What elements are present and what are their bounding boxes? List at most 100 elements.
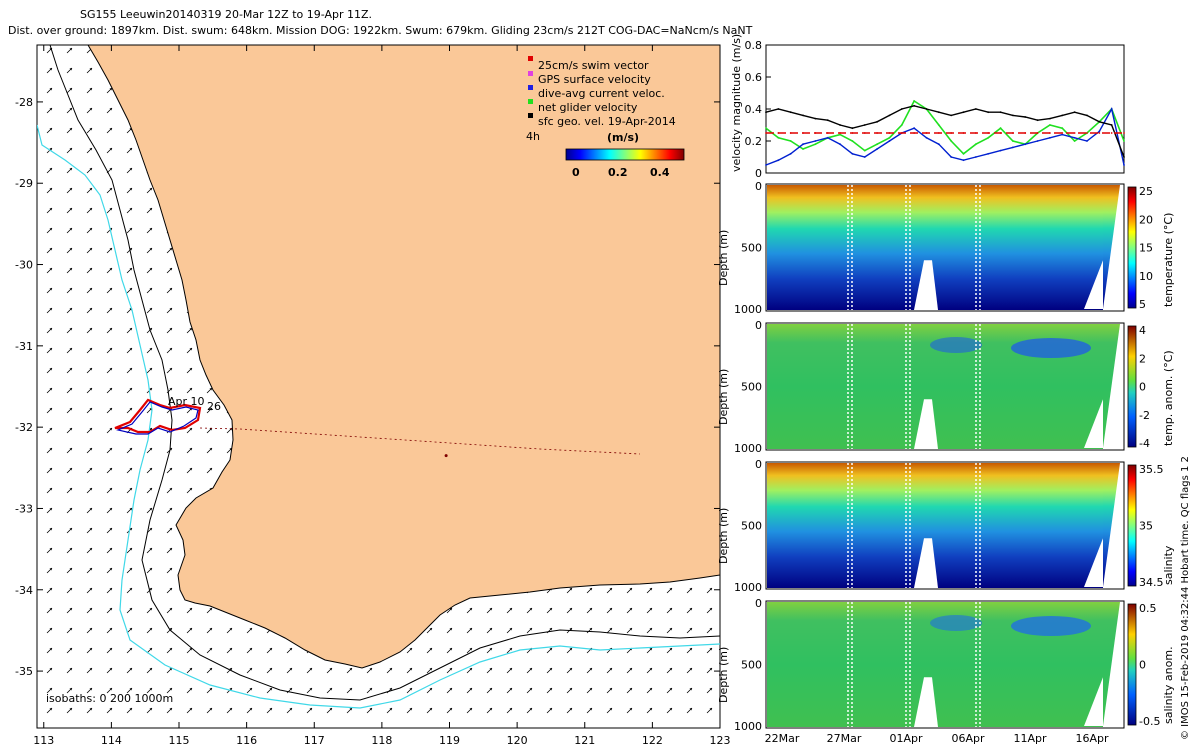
colorbar-tick-label: -0.5 [1139,715,1160,728]
velocity-ylabel: velocity magnitude (m/s) [730,34,743,172]
data-point [826,119,829,122]
map-ytick-label: -33 [15,502,33,515]
data-point [1024,132,1027,134]
heatmap-edge [1103,324,1120,448]
legend-swatch-geo [528,113,533,118]
data-point [876,148,879,150]
data-point [1011,132,1014,134]
data-point [950,114,953,117]
data-point [839,143,841,146]
data-point [900,124,903,126]
heatmap-gap [1084,399,1103,448]
data-point [1024,116,1027,118]
data-point [913,104,916,107]
colorbar-label: salinity anom. [1162,646,1175,724]
map-colorbar [565,148,685,161]
data-point [900,108,903,110]
data-point [925,132,928,134]
map-xtick-label: 122 [642,734,663,747]
depth-tick-label: 0 [755,597,762,610]
velocity-panel: velocity magnitude (m/s) 0 0.2 0.4 0.6 0.8 [730,34,1125,180]
colorbar-tick-label: 35 [1139,520,1153,533]
series-dive-avg-current [765,107,1125,166]
data-point [1098,130,1101,133]
data-point [851,132,854,134]
data-point [1036,140,1039,142]
colorbar-label: temp. anom. (°C) [1162,350,1175,446]
data-point [876,132,879,134]
colorbar-tick-label: 34.5 [1139,576,1164,589]
temperature-panel: 0 500 1000 Depth (m) 25 20 15 10 5 temperature (°… [717,180,1175,316]
map-xtick-label: 117 [304,734,325,747]
heatmap-gap [1084,677,1103,726]
data-point [1073,136,1076,139]
date-tick-label: 27Mar [827,732,862,745]
data-point [1049,136,1051,139]
land-mass [87,45,720,669]
heatmap-edge [1103,463,1120,587]
data-point [1049,132,1051,134]
vel-ytick-label: 0.2 [745,135,763,148]
data-point [1073,111,1076,114]
data-point [802,143,804,146]
colorbar-label: salinity [1162,545,1175,585]
legend-swatch-swim [528,56,533,61]
depth-tick-label: 1000 [734,720,762,733]
data-point [1123,140,1125,142]
depth-tick-label: 0 [755,458,762,471]
colorbar-tick-label: 10 [1139,270,1153,283]
colorbar-tick-0.2: 0.2 [608,166,628,179]
vel-ytick-label: 0.8 [745,39,763,52]
data-point [802,148,804,150]
map-ytick-label: -29 [15,177,33,190]
data-point [826,132,829,134]
map-ytick-label: -34 [15,584,33,597]
data-point [1073,132,1076,134]
data-point [974,108,977,110]
depth-tick-label: 500 [741,520,762,533]
map-ytick-label: -35 [15,665,33,678]
legend-gps-velocity: GPS surface velocity [538,73,651,86]
temp-anomaly-panel: 0 500 1000 Depth (m) 4 2 0 -2 -4 temp. anom. (°C) [717,319,1175,455]
data-point [789,152,792,155]
date-tick-label: 16Apr [1075,732,1109,745]
depth-tick-label: 1000 [734,581,762,594]
data-point [925,108,928,110]
heatmap-frame-line [765,600,1125,729]
map-xtick-label: 121 [574,734,595,747]
date-tick-label: 06Apr [951,732,985,745]
anomaly-blob [1011,616,1091,636]
map-axes: 113 114 115 116 117 118 119 120 121 122 123 -28 -29 -… [15,45,731,747]
track-label-26: 26 [207,400,221,413]
data-point [863,124,866,126]
data-point [765,164,767,166]
data-point [863,149,866,152]
map-panel: Apr 10 26 25cm/s swim vector GPS surface… [15,44,731,747]
colorbar-tick-label: -4 [1139,437,1150,450]
data-point [962,111,965,114]
legend-swatch-gps [528,71,533,76]
legend-dive-avg: dive-avg current veloc. [538,87,665,100]
data-point [839,133,841,136]
data-point [974,156,977,158]
data-point [777,108,780,110]
data-point [937,132,940,134]
legend-swatch-dac [528,85,533,90]
heatmap-colorbar [1127,186,1137,309]
heatmap-gap [914,399,938,449]
depth-tick-label: 500 [741,242,762,255]
data-point [1036,132,1039,134]
depth-tick-label: 500 [741,381,762,394]
heatmap-colorbar [1127,603,1137,726]
net-track-line [199,427,641,455]
colorbar-tick-label: 4 [1139,324,1146,337]
series-gps-surface-velocity [765,105,1125,158]
data-point [1011,114,1014,117]
data-point [789,132,792,134]
data-point [937,124,940,126]
heatmap-gap [1084,538,1103,587]
data-point [1110,124,1113,126]
anomaly-blob [930,337,982,353]
heatmap-gap [1084,260,1103,309]
